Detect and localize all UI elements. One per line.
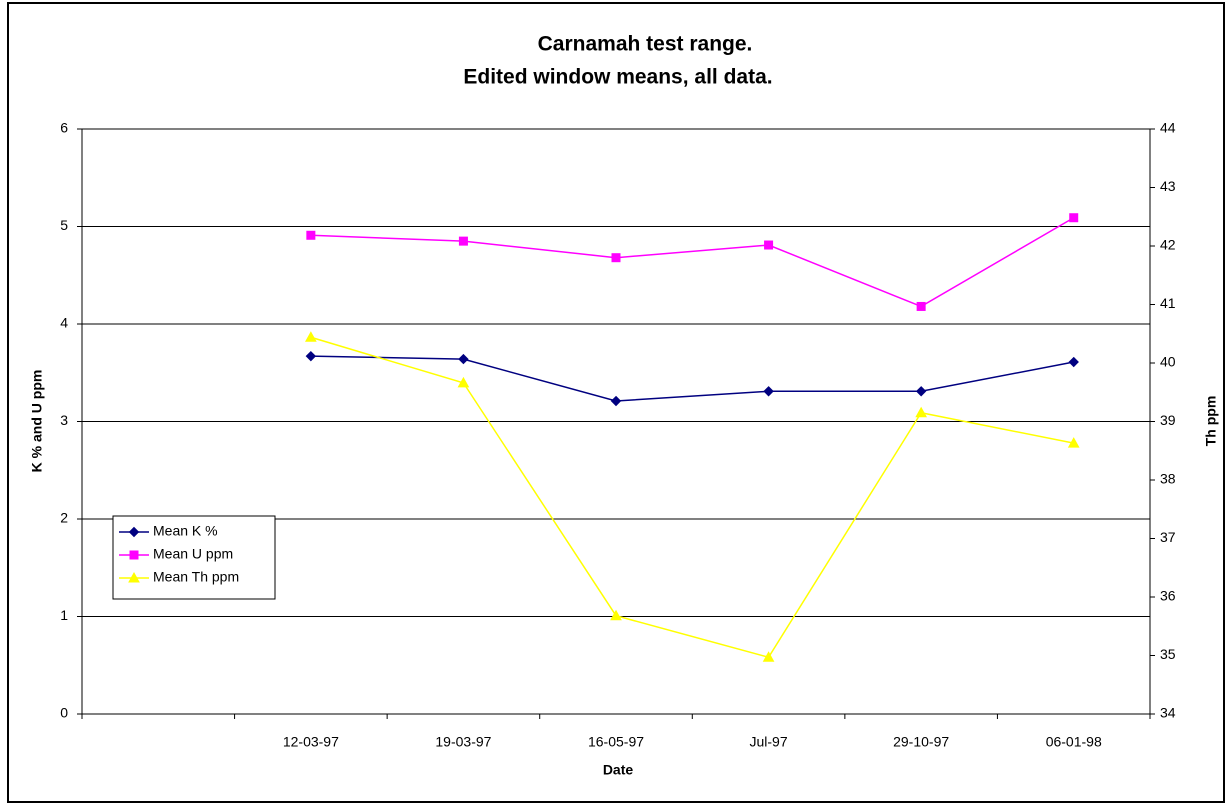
legend: Mean K % Mean U ppm Mean Th ppm [112,515,276,600]
y2-tick-label: 41 [1160,295,1176,311]
marker [129,550,139,560]
marker [128,526,140,538]
marker [915,386,927,397]
x-tick-label: 12-03-97 [283,734,339,750]
marker [610,609,622,621]
marker [305,331,317,342]
y-tick-label: 4 [60,315,68,331]
y2-tick-label: 40 [1160,354,1176,370]
x-tick-label: 19-03-97 [435,734,491,750]
y-tick-label: 0 [60,705,68,721]
y-tick-label: 2 [60,510,68,526]
marker [457,376,470,388]
x-axis-title: Date [603,762,634,778]
y2-tick-label: 44 [1160,120,1176,136]
y2-tick-label: 39 [1160,412,1176,428]
y2-tick-label: 38 [1160,471,1176,487]
marker [915,406,927,418]
marker [306,230,316,240]
x-tick-label: 06-01-98 [1046,734,1102,750]
x-tick-label: 29-10-97 [893,734,949,750]
marker [1069,213,1079,223]
y-tick-label: 3 [60,412,68,428]
marker [128,571,140,583]
x-tick-label: Jul-97 [750,734,788,750]
y2-tick-label: 43 [1160,178,1176,194]
marker [1067,437,1080,448]
series-line [310,336,1074,659]
legend-label: Mean K % [153,523,218,539]
legend-label: Mean U ppm [153,546,233,562]
chart-title: Carnamah test range. [538,33,753,56]
marker [762,651,775,662]
y2-tick-label: 37 [1160,529,1176,545]
y-tick-label: 5 [60,217,68,233]
x-tick-label: 16-05-97 [588,734,644,750]
y2-axis-title: Th ppm [1203,396,1219,447]
marker [610,395,622,407]
y2-tick-label: 42 [1160,237,1176,253]
marker [1068,356,1079,368]
y-tick-label: 1 [60,607,68,623]
series-line [310,355,1074,402]
marker [916,301,926,311]
marker [763,386,774,397]
y2-tick-label: 36 [1160,588,1176,604]
y2-tick-label: 35 [1160,646,1176,662]
legend-box [112,515,276,600]
series-line [310,217,1075,308]
y-tick-label: 6 [60,120,68,136]
legend-label: Mean Th ppm [153,569,239,585]
marker [458,236,468,246]
marker [611,253,621,263]
marker [305,350,317,362]
marker [458,353,469,365]
chart-title: Edited window means, all data. [463,66,772,89]
y2-tick-label: 34 [1160,705,1176,721]
marker [764,240,774,250]
y-axis-title: K % and U ppm [29,370,45,473]
